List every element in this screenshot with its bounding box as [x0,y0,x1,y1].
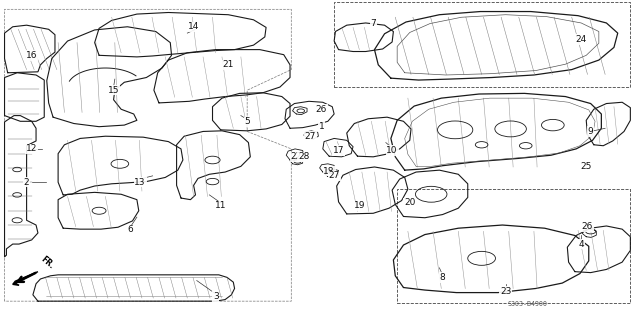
Text: 19: 19 [354,202,365,211]
Text: 1: 1 [318,122,325,131]
Text: 10: 10 [386,146,398,155]
Polygon shape [13,272,38,285]
Text: 11: 11 [215,202,227,211]
Text: FR.: FR. [39,255,56,271]
Text: 2: 2 [24,178,29,187]
Text: 25: 25 [580,162,592,171]
Text: 21: 21 [223,60,234,69]
Text: 26: 26 [316,105,327,114]
Text: 8: 8 [440,273,446,282]
Text: 27: 27 [304,132,316,141]
Text: 7: 7 [370,19,376,28]
Text: 18: 18 [323,167,335,176]
Text: 5: 5 [244,117,250,126]
Text: 13: 13 [134,178,146,187]
Text: 17: 17 [333,146,344,155]
Text: 4: 4 [579,240,584,249]
Text: 3: 3 [213,292,218,301]
Bar [334,2,630,87]
Text: 16: 16 [26,51,37,60]
Text: 9: 9 [588,127,594,136]
Text: 23: 23 [500,287,511,296]
Text: 26: 26 [582,222,593,231]
Text: 24: 24 [575,35,587,44]
Text: 28: 28 [298,152,310,161]
Text: 6: 6 [128,225,134,234]
Text: 15: 15 [108,86,119,95]
Text: 14: 14 [188,22,199,31]
Text: 12: 12 [26,144,37,153]
Text: S303-B4900: S303-B4900 [508,301,548,307]
Text: 27: 27 [329,172,340,180]
Text: 20: 20 [404,198,415,207]
Bar [397,188,630,303]
Text: 22: 22 [291,152,302,161]
